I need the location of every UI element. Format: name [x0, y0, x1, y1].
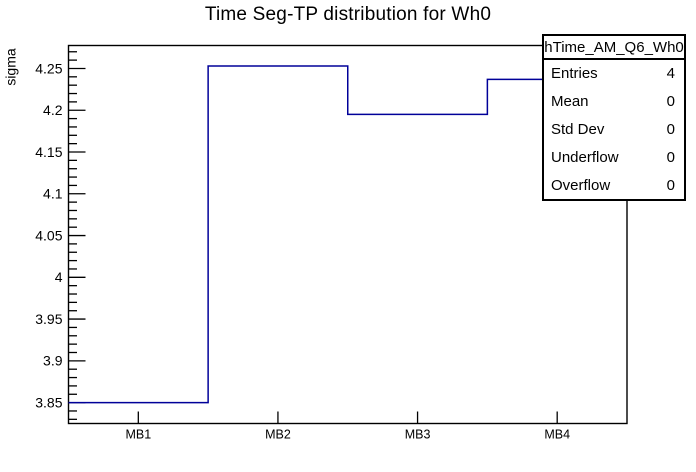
x-tick-label: MB4: [544, 428, 570, 442]
stats-label: Mean: [551, 93, 589, 111]
y-tick-label: 4.15: [35, 144, 62, 160]
y-tick-label: 4.1: [43, 186, 63, 202]
chart-title: Time Seg-TP distribution for Wh0: [204, 4, 492, 25]
y-tick-label: 4: [55, 269, 63, 285]
y-tick-label: 4.25: [35, 60, 62, 76]
stats-row: Overflow 0: [544, 171, 684, 199]
y-tick-label: 4.05: [35, 227, 62, 243]
x-axis-ticks: [137, 411, 558, 424]
stats-title: hTime_AM_Q6_Wh0: [544, 36, 684, 60]
plot-frame: [67, 44, 628, 425]
x-axis-labels: MB1 MB2 MB3 MB4: [125, 428, 570, 442]
x-tick-label: MB3: [405, 428, 431, 442]
stats-value: 0: [666, 176, 675, 194]
stats-label: Overflow: [551, 176, 611, 194]
stats-value: 0: [666, 93, 675, 111]
y-tick-label: 3.85: [35, 394, 62, 410]
y-axis-ticks: [68, 51, 86, 420]
stats-label: Std Dev: [551, 120, 605, 138]
stats-row: Entries 4: [544, 60, 684, 88]
y-tick-label: 3.9: [43, 353, 63, 369]
y-tick-label: 3.95: [35, 311, 62, 327]
x-tick-label: MB2: [265, 428, 291, 442]
stats-row: Mean 0: [544, 88, 684, 116]
stats-row: Underflow 0: [544, 143, 684, 171]
y-axis-labels: 3.85 3.9 3.95 4 4.05 4.1 4.15 4.2 4.25: [35, 60, 62, 410]
stats-label: Underflow: [551, 148, 619, 166]
stats-value: 4: [666, 65, 675, 83]
stats-rows: Entries 4 Mean 0 Std Dev 0 Underflow 0 O…: [544, 60, 684, 199]
stats-value: 0: [666, 120, 675, 138]
stats-label: Entries: [551, 65, 598, 83]
stats-box: hTime_AM_Q6_Wh0 Entries 4 Mean 0 Std Dev…: [542, 34, 686, 201]
x-tick-label: MB1: [125, 428, 151, 442]
y-tick-label: 4.2: [43, 102, 63, 118]
stats-value: 0: [666, 148, 675, 166]
histogram-line: [68, 65, 627, 404]
stats-row: Std Dev 0: [544, 116, 684, 144]
